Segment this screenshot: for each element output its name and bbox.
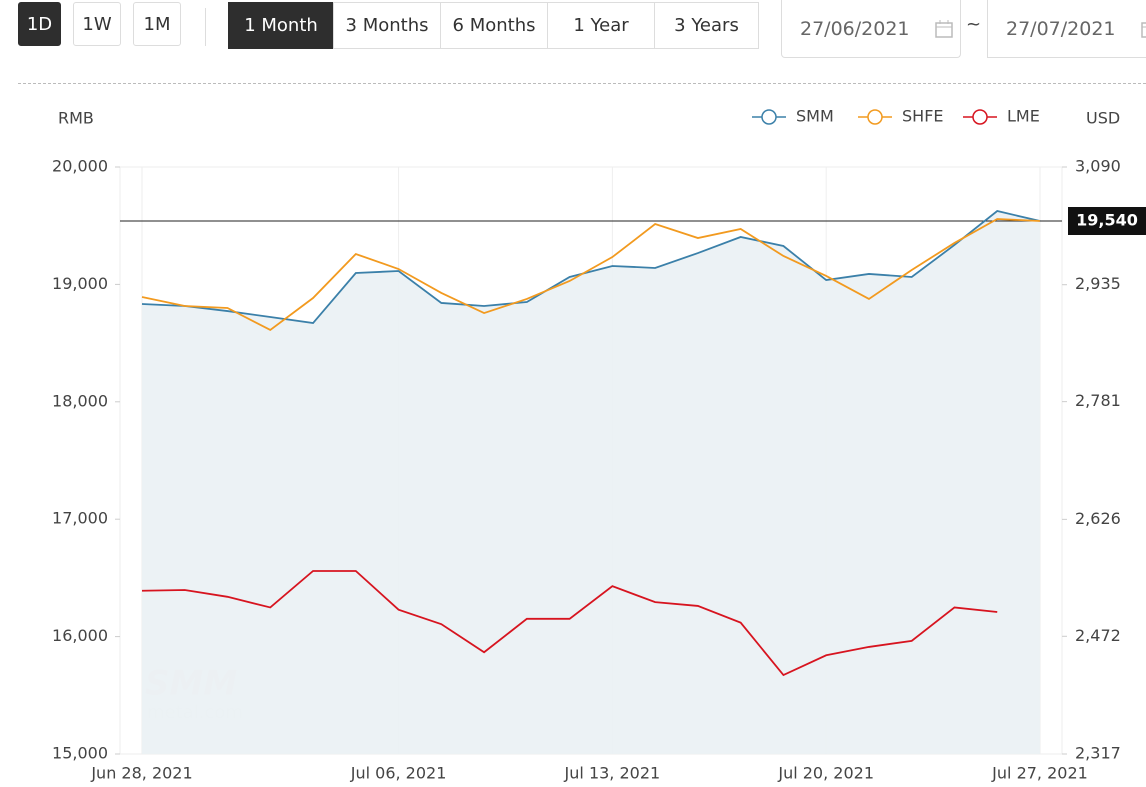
plot-area [119, 166, 1063, 755]
y2-tick-label: 2,626 [1075, 509, 1121, 528]
calendar-icon [934, 19, 953, 38]
reference-box [1068, 207, 1146, 236]
period-button[interactable]: 3 Months [333, 2, 441, 49]
x-tick-label: Jun 28, 2021 [90, 764, 192, 783]
y-tick-label: 16,000 [52, 626, 108, 645]
y-tick-label: 18,000 [52, 391, 108, 410]
legend-label: SHFE [902, 107, 944, 126]
legend-label: SMM [796, 107, 834, 126]
line [141, 570, 998, 677]
watermark-text: SMM [145, 664, 237, 704]
period-button[interactable]: 1 Year [547, 2, 655, 49]
range-button[interactable]: 1M [133, 2, 181, 46]
calendar-icon [1140, 21, 1146, 38]
legend-marker [867, 109, 883, 125]
y2-tick-label: 2,472 [1075, 626, 1121, 645]
watermark-text: metal.com [147, 702, 243, 723]
date-to-text: 27/07/2021 [1006, 17, 1116, 40]
line [141, 218, 1041, 332]
y-tick-label: 20,000 [52, 157, 108, 176]
legend-label: LME [1007, 107, 1040, 126]
y2-tick-label: 3,090 [1075, 157, 1121, 176]
line [141, 210, 1041, 324]
x-tick-label: Jul 20, 2021 [777, 764, 874, 783]
y2-tick-label: 2,317 [1075, 744, 1121, 763]
separator [205, 8, 206, 46]
area [142, 211, 1040, 754]
reference-label: 19,540 [1076, 211, 1138, 230]
date-from-text: 27/06/2021 [800, 17, 910, 40]
period-button[interactable]: 3 Years [654, 2, 759, 49]
y-tick-label: 15,000 [52, 744, 108, 763]
x-tick-label: Jul 13, 2021 [564, 764, 661, 783]
x-tick-label: Jul 06, 2021 [350, 764, 447, 783]
date-from[interactable]: 27/06/2021 [781, 0, 961, 58]
date-to[interactable]: 27/07/2021 [987, 0, 1146, 58]
period-button[interactable]: 6 Months [440, 2, 548, 49]
legend-marker [972, 109, 988, 125]
range-button[interactable]: 1D [18, 2, 61, 46]
date-separator: ~ [966, 14, 982, 35]
y-tick-label: 19,000 [52, 274, 108, 293]
y-axis-label: RMB [58, 109, 94, 128]
y2-tick-label: 2,935 [1075, 274, 1121, 293]
y-tick-label: 17,000 [52, 509, 108, 528]
range-button[interactable]: 1W [73, 2, 121, 46]
x-tick-label: Jul 27, 2021 [991, 764, 1088, 783]
legend-marker [761, 109, 777, 125]
y2-tick-label: 2,781 [1075, 391, 1121, 410]
period-button[interactable]: 1 Month [228, 2, 334, 49]
y2-axis-label: USD [1086, 109, 1120, 128]
divider [18, 83, 1146, 84]
